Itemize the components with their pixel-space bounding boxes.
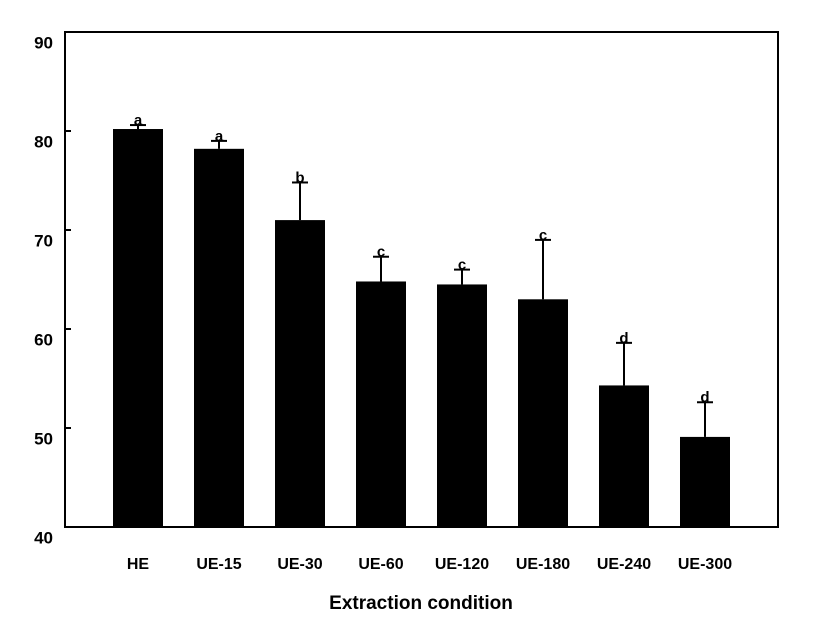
bar <box>680 436 730 527</box>
x-tick-label: UE-60 <box>358 556 403 573</box>
significance-letter: a <box>215 128 224 145</box>
y-tick-label: 50 <box>34 429 53 448</box>
significance-letter: d <box>700 389 709 406</box>
bar <box>356 281 406 527</box>
significance-letter: b <box>295 169 304 186</box>
x-tick-label: UE-15 <box>196 556 241 573</box>
bar <box>113 129 163 527</box>
bar <box>194 148 244 527</box>
y-tick-label: 40 <box>34 528 53 547</box>
bar <box>437 284 487 527</box>
y-tick-label: 70 <box>34 231 53 250</box>
significance-letter: c <box>377 244 385 261</box>
x-tick-label: UE-240 <box>597 556 651 573</box>
significance-letter: a <box>134 112 143 129</box>
significance-letter: c <box>539 227 547 244</box>
x-tick-label: UE-300 <box>678 556 732 573</box>
significance-letter: c <box>458 257 466 274</box>
plot-frame <box>64 31 779 528</box>
x-tick-label: HE <box>127 556 150 573</box>
bar <box>599 385 649 527</box>
x-tick-label: UE-120 <box>435 556 489 573</box>
significance-letter: d <box>619 330 628 347</box>
x-tick-label: UE-30 <box>277 556 322 573</box>
y-tick-label: 60 <box>34 330 53 349</box>
y-tick-label: 90 <box>34 33 53 52</box>
bar <box>518 299 568 527</box>
bar <box>275 220 325 527</box>
x-tick-label: UE-180 <box>516 556 570 573</box>
y-tick-label: 80 <box>34 132 53 151</box>
x-axis-label: Extraction condition <box>329 593 513 614</box>
